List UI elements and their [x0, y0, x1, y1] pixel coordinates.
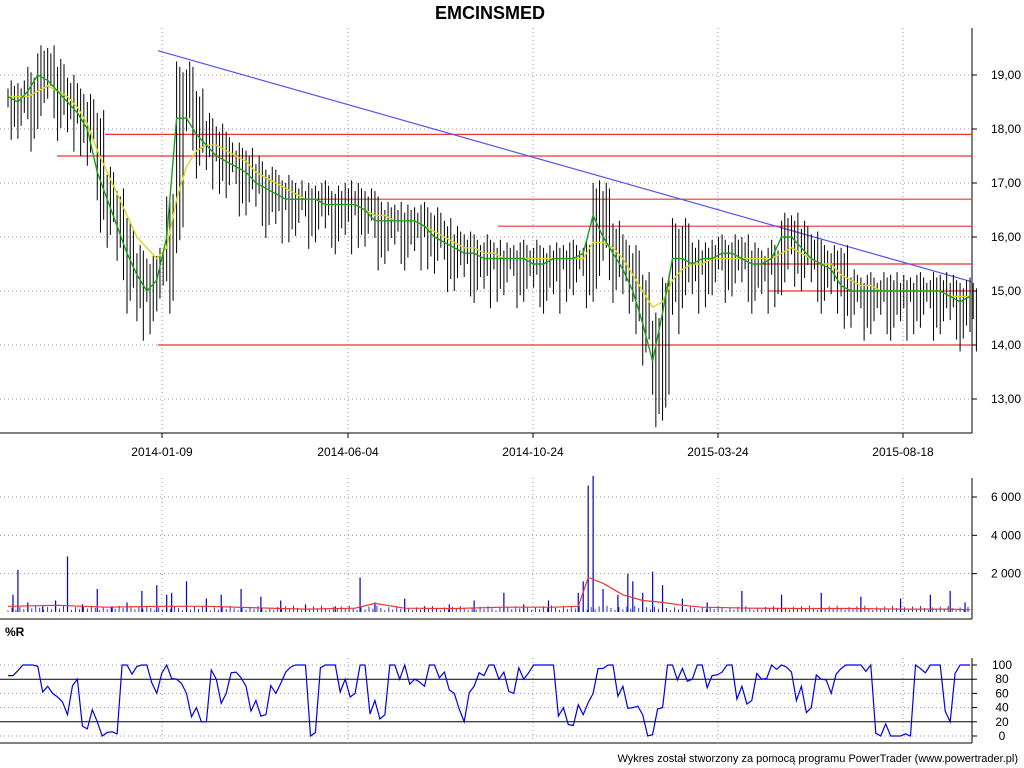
price-y-tick-label: 19,00 — [991, 68, 1021, 82]
fast-moving-average-line — [7, 74, 971, 362]
price-y-tick-label: 13,00 — [991, 392, 1021, 406]
price-y-tick-label: 17,00 — [991, 176, 1021, 190]
volume-panel: 2 000 4 000 6 000 — [0, 475, 1021, 620]
wr-y-tick-label: 20 — [995, 715, 1009, 729]
volume-y-tick-label: 6 000 — [991, 490, 1021, 504]
wr-y-tick-label: 100 — [992, 658, 1012, 672]
price-y-tick-label: 18,00 — [991, 122, 1021, 136]
price-y-tick-label: 15,00 — [991, 284, 1021, 298]
wr-y-tick-label: 80 — [995, 672, 1009, 686]
wr-panel-label: %R — [5, 625, 25, 639]
wr-y-tick-label: 60 — [995, 686, 1009, 700]
footer-credit: Wykres został stworzony za pomocą progra… — [617, 753, 1018, 765]
williams-r-line — [8, 662, 970, 738]
price-x-tick-label: 2015-08-18 — [872, 445, 934, 459]
volume-y-tick-label: 4 000 — [991, 528, 1021, 542]
price-y-tick-label: 16,00 — [991, 230, 1021, 244]
chart-title: EMCINSMED — [435, 3, 545, 23]
price-x-tick-label: 2014-06-04 — [317, 445, 379, 459]
wr-y-tick-label: 40 — [995, 701, 1009, 715]
trendline — [157, 50, 973, 283]
price-x-tick-label: 2014-01-09 — [131, 445, 193, 459]
price-x-tick-label: 2015-03-24 — [687, 445, 749, 459]
volume-y-tick-label: 2 000 — [991, 567, 1021, 581]
price-y-tick-label: 14,00 — [991, 338, 1021, 352]
price-x-tick-label: 2014-10-24 — [502, 445, 564, 459]
wr-y-tick-label: 0 — [999, 729, 1006, 743]
volume-moving-average-line — [7, 576, 971, 611]
price-panel: 2014-01-09 2014-06-04 2014-10-24 2015-03-24… — [0, 28, 1021, 459]
